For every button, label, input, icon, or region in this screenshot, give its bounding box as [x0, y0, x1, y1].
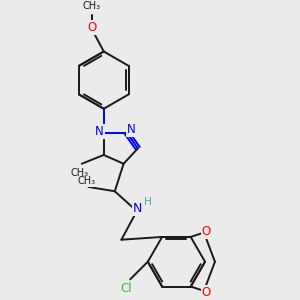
Text: CH₃: CH₃ — [82, 2, 101, 11]
Text: N: N — [127, 123, 136, 136]
Text: N: N — [95, 125, 104, 138]
Text: N: N — [133, 202, 142, 215]
Text: O: O — [87, 21, 96, 34]
Text: CH₃: CH₃ — [77, 176, 95, 186]
Text: O: O — [202, 225, 211, 238]
Text: CH₃: CH₃ — [70, 168, 88, 178]
Text: O: O — [202, 286, 211, 298]
Text: Cl: Cl — [120, 282, 132, 295]
Text: H: H — [144, 197, 152, 207]
